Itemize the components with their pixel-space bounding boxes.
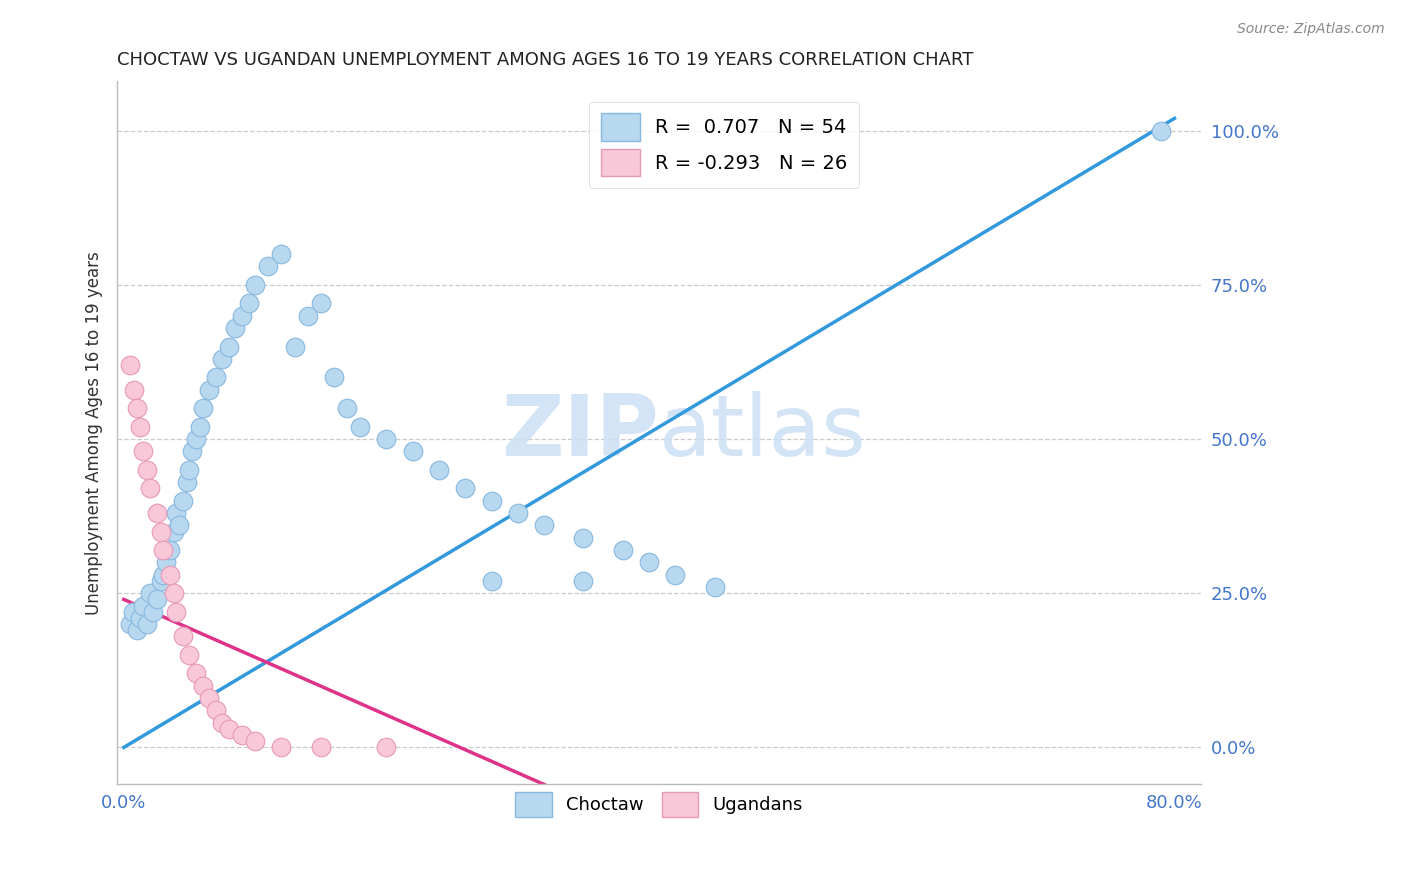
Ugandans — [120, 358, 142, 372]
Choctaw — [184, 432, 207, 446]
Choctaw — [179, 463, 201, 477]
Legend: Choctaw, Ugandans: Choctaw, Ugandans — [508, 785, 810, 824]
Choctaw — [142, 605, 165, 619]
Y-axis label: Unemployment Among Ages 16 to 19 years: Unemployment Among Ages 16 to 19 years — [86, 251, 103, 615]
Ugandans — [204, 703, 226, 717]
Text: ZIP: ZIP — [502, 392, 659, 475]
Choctaw — [198, 383, 221, 397]
Ugandans — [231, 728, 253, 742]
Choctaw — [336, 401, 359, 416]
Choctaw — [159, 543, 181, 558]
Choctaw — [572, 574, 595, 588]
Choctaw — [122, 605, 145, 619]
Ugandans — [149, 524, 172, 539]
Choctaw — [243, 277, 266, 292]
Choctaw — [309, 296, 332, 310]
Ugandans — [270, 740, 292, 755]
Choctaw — [257, 260, 280, 274]
Choctaw — [211, 351, 233, 366]
Choctaw — [270, 247, 292, 261]
Choctaw — [664, 567, 686, 582]
Choctaw — [506, 506, 529, 520]
Choctaw — [1150, 124, 1173, 138]
Choctaw — [181, 444, 204, 458]
Choctaw — [155, 555, 177, 569]
Ugandans — [125, 401, 148, 416]
Choctaw — [132, 599, 155, 613]
Choctaw — [533, 518, 555, 533]
Ugandans — [145, 506, 167, 520]
Choctaw — [572, 531, 595, 545]
Choctaw — [402, 444, 425, 458]
Ugandans — [211, 715, 233, 730]
Ugandans — [159, 567, 181, 582]
Choctaw — [128, 611, 150, 625]
Choctaw — [349, 419, 371, 434]
Ugandans — [179, 648, 201, 662]
Choctaw — [297, 309, 319, 323]
Choctaw — [224, 321, 246, 335]
Choctaw — [139, 586, 162, 600]
Choctaw — [167, 518, 190, 533]
Choctaw — [612, 543, 634, 558]
Choctaw — [163, 524, 186, 539]
Choctaw — [703, 580, 725, 594]
Choctaw — [191, 401, 214, 416]
Choctaw — [204, 370, 226, 384]
Choctaw — [322, 370, 344, 384]
Ugandans — [139, 482, 162, 496]
Ugandans — [243, 734, 266, 748]
Choctaw — [125, 624, 148, 638]
Choctaw — [165, 506, 187, 520]
Ugandans — [198, 691, 221, 706]
Choctaw — [638, 555, 661, 569]
Ugandans — [132, 444, 155, 458]
Ugandans — [172, 629, 194, 643]
Ugandans — [191, 679, 214, 693]
Choctaw — [149, 574, 172, 588]
Choctaw — [238, 296, 260, 310]
Choctaw — [188, 419, 211, 434]
Ugandans — [309, 740, 332, 755]
Choctaw — [145, 592, 167, 607]
Choctaw — [375, 432, 398, 446]
Choctaw — [218, 340, 240, 354]
Ugandans — [122, 383, 145, 397]
Choctaw — [120, 617, 142, 632]
Choctaw — [231, 309, 253, 323]
Choctaw — [283, 340, 305, 354]
Ugandans — [165, 605, 187, 619]
Choctaw — [454, 482, 477, 496]
Choctaw — [481, 574, 503, 588]
Ugandans — [218, 722, 240, 736]
Text: Source: ZipAtlas.com: Source: ZipAtlas.com — [1237, 22, 1385, 37]
Ugandans — [128, 419, 150, 434]
Ugandans — [152, 543, 174, 558]
Text: CHOCTAW VS UGANDAN UNEMPLOYMENT AMONG AGES 16 TO 19 YEARS CORRELATION CHART: CHOCTAW VS UGANDAN UNEMPLOYMENT AMONG AG… — [117, 51, 973, 69]
Choctaw — [176, 475, 198, 490]
Ugandans — [375, 740, 398, 755]
Ugandans — [136, 463, 159, 477]
Ugandans — [184, 666, 207, 681]
Choctaw — [136, 617, 159, 632]
Text: atlas: atlas — [659, 392, 868, 475]
Choctaw — [427, 463, 450, 477]
Choctaw — [172, 493, 194, 508]
Choctaw — [481, 493, 503, 508]
Choctaw — [152, 567, 174, 582]
Ugandans — [163, 586, 186, 600]
